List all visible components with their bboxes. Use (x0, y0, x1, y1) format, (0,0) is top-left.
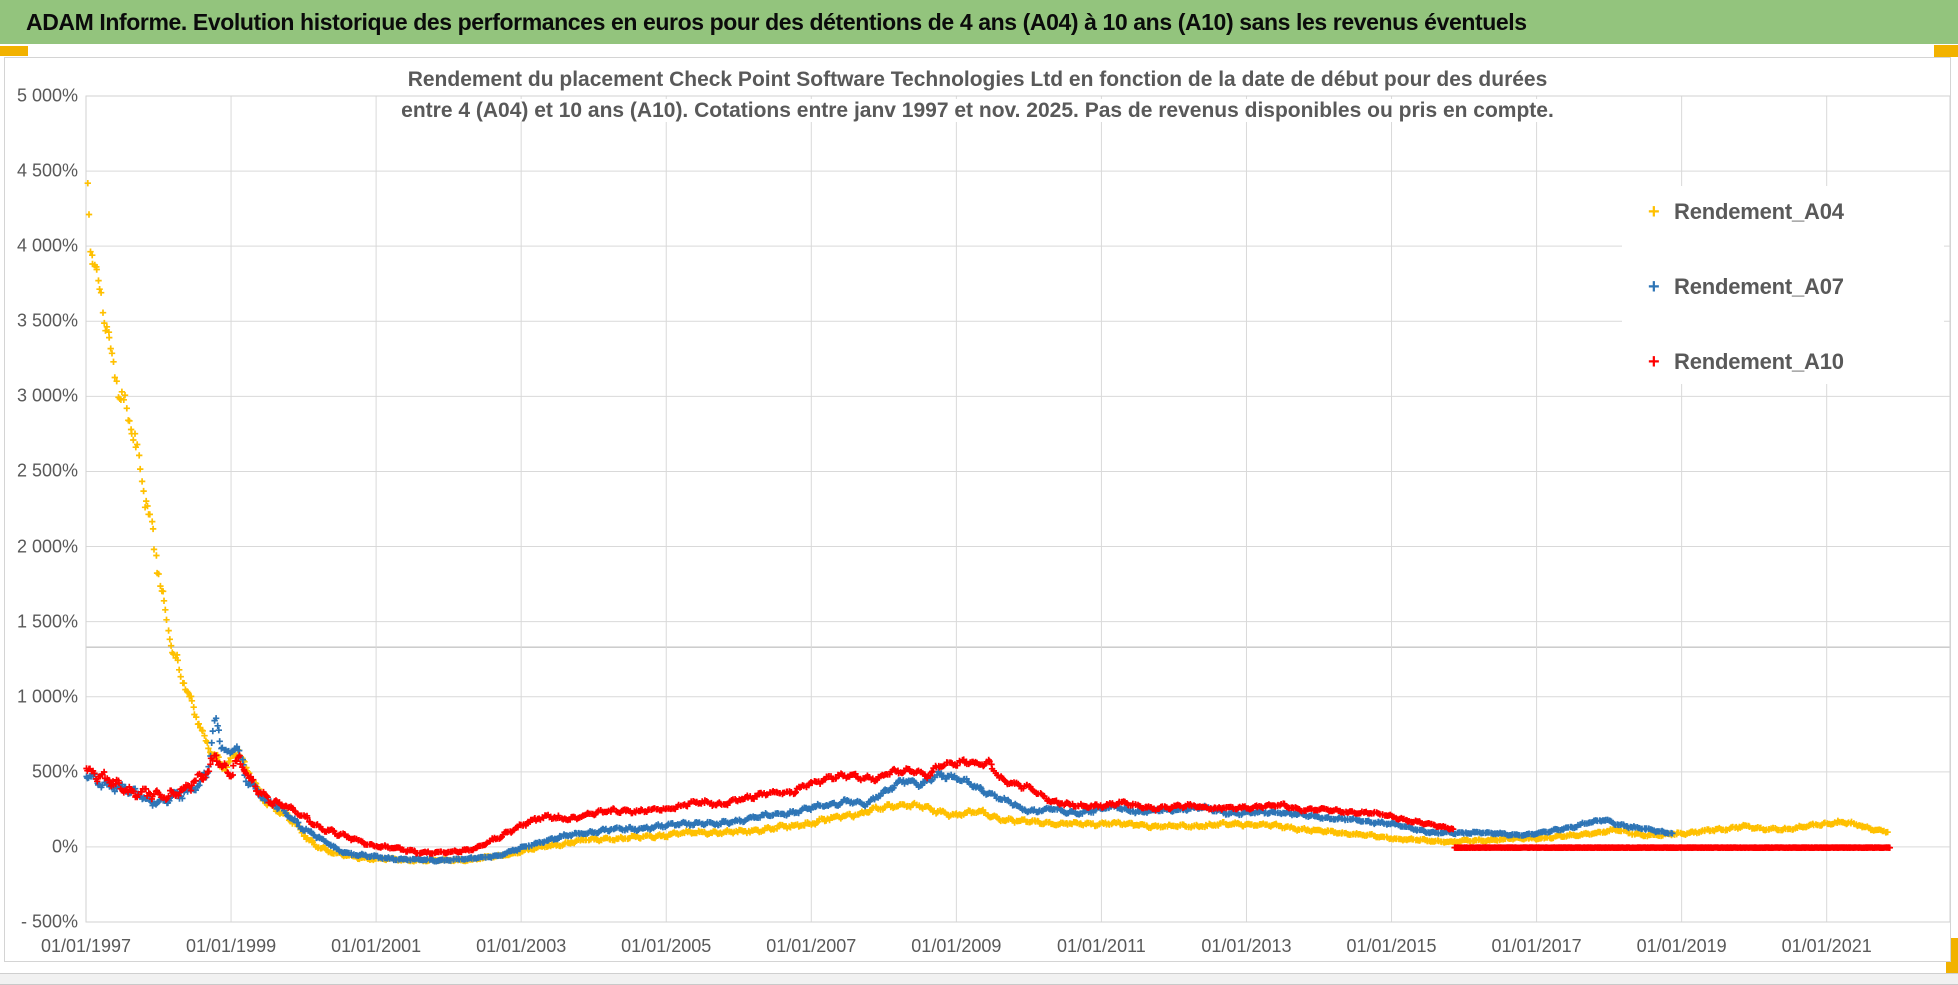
legend-item-a10[interactable]: + Rendement_A10 (1622, 347, 1944, 377)
x-tick-label: 01/01/2001 (331, 936, 422, 956)
chart-title-line1: Rendement du placement Check Point Softw… (5, 68, 1950, 92)
plus-marker-icon: + (1648, 275, 1660, 298)
y-tick-label: 0% (51, 836, 78, 857)
chart-title-line2: entre 4 (A04) et 10 ans (A10). Cotations… (5, 99, 1950, 123)
x-tick-label: 01/01/2003 (476, 936, 567, 956)
legend-item-a04[interactable]: + Rendement_A04 (1622, 197, 1944, 227)
legend-label: Rendement_A04 (1674, 199, 1844, 224)
legend-item-a07[interactable]: + Rendement_A07 (1622, 272, 1944, 302)
sheet-title-bar: ADAM Informe. Evolution historique des p… (0, 0, 1958, 44)
x-tick-label: 01/01/2007 (766, 936, 857, 956)
y-tick-label: 3 500% (16, 310, 78, 331)
sheet-title: ADAM Informe. Evolution historique des p… (26, 8, 1527, 35)
y-tick-label: 3 000% (16, 385, 78, 406)
y-tick-label: 5 000% (16, 85, 78, 106)
y-tick-label: 4 000% (16, 235, 78, 256)
x-tick-label: 01/01/2011 (1057, 936, 1146, 956)
y-tick-label: - 500% (20, 911, 78, 932)
corner-accent-top-right (1934, 45, 1958, 57)
x-tick-label: 01/01/1997 (40, 936, 132, 956)
y-tick-label: 500% (31, 761, 78, 782)
plus-marker-icon: + (1648, 350, 1660, 373)
corner-accent-top-left (0, 46, 28, 56)
plot-border (85, 95, 1950, 923)
plus-marker-icon: + (1648, 200, 1660, 223)
sheet-divider (0, 973, 1958, 974)
x-tick-label: 01/01/2017 (1491, 936, 1582, 956)
y-tick-label: 4 500% (16, 160, 78, 181)
x-tick-label: 01/01/2015 (1346, 936, 1437, 956)
y-tick-label: 2 000% (16, 536, 78, 557)
y-tick-label: 2 500% (16, 460, 78, 481)
legend-label: Rendement_A10 (1674, 349, 1844, 374)
chart-canvas[interactable] (5, 58, 1950, 961)
x-tick-label: 01/01/2005 (621, 936, 712, 956)
x-tick-label: 01/01/2019 (1636, 936, 1727, 956)
x-tick-label: 01/01/2013 (1201, 936, 1292, 956)
sheet-bottom-strip (0, 974, 1958, 985)
x-tick-label: 01/01/1999 (186, 936, 277, 956)
x-tick-label: 01/01/2009 (911, 936, 1002, 956)
legend-label: Rendement_A07 (1674, 274, 1844, 299)
series-Rendement_A10[interactable] (83, 752, 1893, 857)
y-tick-label: 1 000% (16, 686, 78, 707)
chart-legend: + Rendement_A04 + Rendement_A07 + Rendem… (1622, 186, 1944, 384)
x-tick-label: 01/01/2021 (1781, 936, 1872, 956)
series-Rendement_A07[interactable] (83, 715, 1676, 865)
y-tick-label: 1 500% (16, 611, 78, 632)
